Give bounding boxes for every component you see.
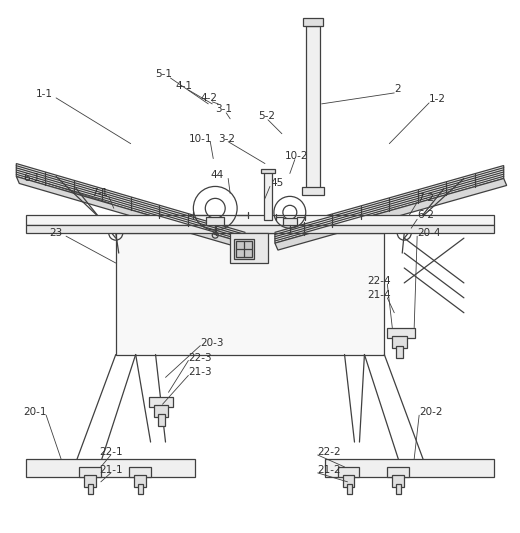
Text: 4-1: 4-1 [175, 81, 192, 91]
Polygon shape [26, 225, 494, 233]
Bar [337, 467, 359, 477]
Text: 22-2: 22-2 [318, 447, 341, 457]
Text: 5-1: 5-1 [155, 69, 173, 79]
Polygon shape [275, 179, 506, 250]
Polygon shape [26, 215, 494, 225]
Bar [230, 233, 268, 263]
Bar [283, 218, 297, 225]
Bar [303, 18, 323, 26]
Bar [392, 475, 404, 487]
Text: 22-3: 22-3 [188, 352, 212, 362]
Bar [302, 188, 323, 196]
Bar [236, 241, 252, 257]
Text: 10-1: 10-1 [188, 134, 212, 144]
Text: 21-2: 21-2 [318, 465, 341, 475]
Bar [158, 414, 164, 426]
Bar [134, 475, 146, 487]
Text: 20-4: 20-4 [417, 228, 440, 238]
Bar [387, 467, 409, 477]
Text: 7-1: 7-1 [91, 188, 108, 198]
Bar [264, 171, 272, 220]
Text: 2: 2 [394, 84, 401, 94]
Text: 21-3: 21-3 [188, 367, 212, 377]
Bar [346, 484, 352, 494]
Text: 7-2: 7-2 [417, 193, 434, 204]
Text: 20-3: 20-3 [200, 337, 224, 348]
Bar [324, 459, 494, 477]
Polygon shape [16, 176, 248, 250]
Polygon shape [16, 164, 245, 243]
Text: 20-2: 20-2 [419, 407, 443, 417]
Bar [396, 484, 401, 494]
Text: 4-2: 4-2 [200, 93, 217, 103]
Text: 6-1: 6-1 [23, 173, 40, 183]
Text: 6-2: 6-2 [417, 211, 434, 220]
Polygon shape [275, 166, 504, 243]
Bar [84, 475, 96, 487]
Text: 1-2: 1-2 [429, 94, 446, 104]
Text: 22-1: 22-1 [99, 447, 123, 457]
Text: 21-1: 21-1 [99, 465, 123, 475]
Bar [261, 168, 275, 174]
Bar [387, 328, 415, 337]
Text: 44: 44 [210, 171, 224, 181]
Bar [234, 239, 254, 259]
Bar [306, 26, 320, 190]
Text: 22-4: 22-4 [368, 276, 391, 286]
Text: 20-1: 20-1 [23, 407, 47, 417]
Bar [206, 217, 224, 225]
Bar [392, 336, 407, 348]
Bar [153, 405, 168, 417]
Text: 10-2: 10-2 [285, 151, 308, 160]
Text: 5-2: 5-2 [258, 111, 275, 121]
Text: 3-2: 3-2 [218, 134, 235, 144]
Bar [138, 484, 142, 494]
Bar [26, 459, 196, 477]
Bar [149, 397, 174, 407]
Text: 45: 45 [270, 179, 283, 189]
Bar [88, 484, 93, 494]
Text: 1-1: 1-1 [36, 89, 53, 99]
Text: 3-1: 3-1 [215, 104, 232, 114]
Text: 21-4: 21-4 [368, 290, 391, 300]
Bar [343, 475, 355, 487]
Text: 23: 23 [49, 228, 62, 238]
Bar [79, 467, 101, 477]
Bar [129, 467, 151, 477]
Bar [116, 233, 384, 354]
Bar [396, 345, 403, 358]
